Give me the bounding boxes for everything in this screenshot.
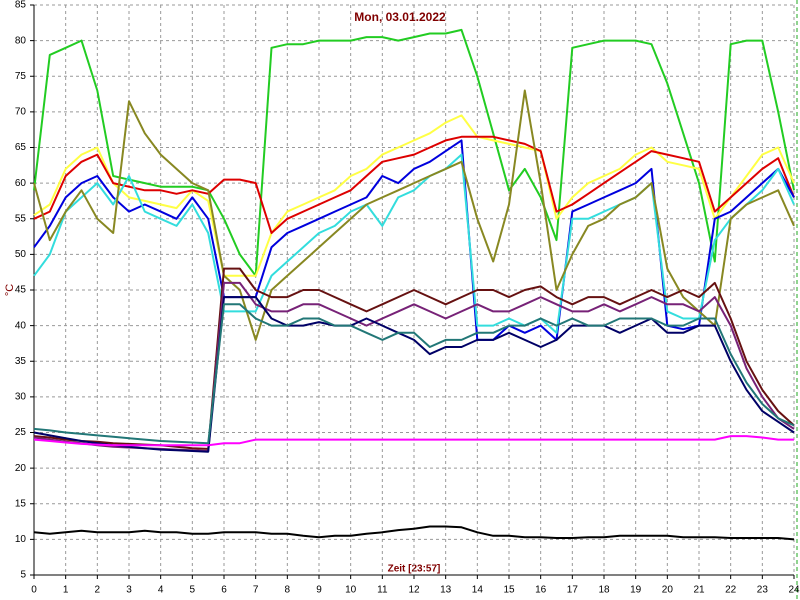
y-tick-label: 70 [15, 107, 27, 118]
x-tick-label: 8 [285, 585, 291, 596]
series-line [33, 28, 795, 277]
x-tick-label: 9 [316, 585, 322, 596]
x-tick-label: 17 [567, 585, 579, 596]
y-axis-label: °C [4, 284, 16, 296]
x-tick-label: 13 [440, 585, 452, 596]
y-tick-label: 85 [15, 0, 27, 11]
y-tick-label: 55 [15, 213, 27, 224]
x-tick-label: 12 [408, 585, 420, 596]
x-tick-label: 18 [598, 585, 610, 596]
y-tick-label: 35 [15, 356, 27, 367]
x-tick-label: 3 [126, 585, 132, 596]
x-tick-label: 6 [221, 585, 227, 596]
x-tick-label: 21 [693, 585, 705, 596]
y-tick-label: 40 [15, 320, 27, 331]
chart-title: Mon, 03.01.2022 [354, 10, 446, 24]
x-tick-label: 7 [253, 585, 259, 596]
y-tick-label: 60 [15, 178, 27, 189]
y-tick-label: 65 [15, 142, 27, 153]
series-line [33, 303, 795, 445]
y-tick-label: 10 [15, 534, 27, 545]
x-tick-label: 23 [757, 585, 769, 596]
y-tick-label: 80 [15, 35, 27, 46]
x-tick-label: 5 [190, 585, 196, 596]
series-line [33, 296, 795, 453]
x-tick-label: 4 [158, 585, 164, 596]
x-tick-label: 1 [63, 585, 69, 596]
series-line [33, 153, 795, 334]
x-tick-label: 11 [377, 585, 388, 596]
y-tick-label: 5 [20, 570, 26, 581]
y-tick-label: 25 [15, 427, 27, 438]
x-tick-label: 15 [503, 585, 515, 596]
x-tick-label: 10 [345, 585, 357, 596]
x-tick-label: 2 [95, 585, 101, 596]
x-tick-label: 22 [725, 585, 737, 596]
x-tick-label: 0 [31, 585, 37, 596]
y-tick-label: 75 [15, 71, 27, 82]
y-tick-label: 20 [15, 463, 27, 474]
y-tick-label: 50 [15, 249, 27, 260]
series-line [33, 114, 795, 277]
x-tick-label: 14 [472, 585, 484, 596]
series-line [33, 89, 795, 341]
x-tick-label: 20 [662, 585, 674, 596]
x-tick-label: 16 [535, 585, 547, 596]
y-tick-label: 45 [15, 285, 27, 296]
series-line [33, 435, 794, 447]
series-line [33, 525, 795, 541]
y-tick-label: 30 [15, 392, 27, 403]
x-tick-label: 19 [630, 585, 642, 596]
series-line [33, 135, 795, 234]
x-tick-label: 24 [788, 585, 800, 596]
y-tick-label: 15 [15, 498, 27, 509]
